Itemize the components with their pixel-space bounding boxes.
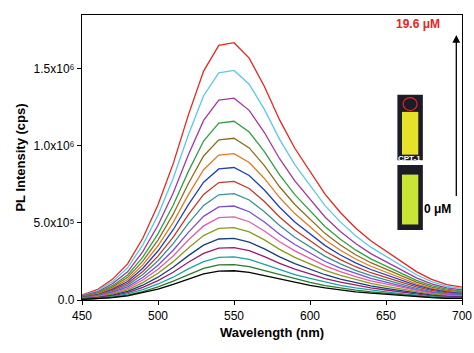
svg-text:450: 450 xyxy=(72,309,92,323)
svg-text:1.0x10⁶: 1.0x10⁶ xyxy=(34,139,75,153)
svg-text:Wavelength (nm): Wavelength (nm) xyxy=(220,325,324,340)
svg-text:650: 650 xyxy=(376,309,396,323)
svg-text:1.5x10⁶: 1.5x10⁶ xyxy=(34,62,75,76)
svg-text:500: 500 xyxy=(148,309,168,323)
svg-text:CPT-1: CPT-1 xyxy=(398,154,421,163)
svg-text:5.0x10⁵: 5.0x10⁵ xyxy=(33,216,74,230)
svg-text:600: 600 xyxy=(300,309,320,323)
svg-text:19.6 μM: 19.6 μM xyxy=(396,17,440,31)
svg-text:0.0: 0.0 xyxy=(58,293,75,307)
svg-text:PL Intensity (cps): PL Intensity (cps) xyxy=(13,103,28,211)
svg-text:700: 700 xyxy=(452,309,472,323)
svg-text:0 μM: 0 μM xyxy=(424,202,451,216)
svg-text:550: 550 xyxy=(224,309,244,323)
